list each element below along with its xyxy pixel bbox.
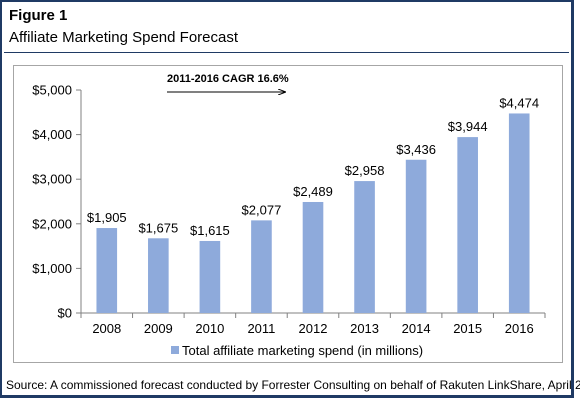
x-tick-label: 2011	[247, 321, 275, 336]
x-tick-label: 2015	[453, 321, 482, 336]
data-label: $3,944	[448, 119, 488, 134]
x-tick-label: 2013	[350, 321, 379, 336]
bar-chart: $0 $1,000 $2,000 $3,000 $4,000 $5,000 2008 2009…	[32, 73, 546, 358]
data-label: $2,077	[242, 202, 282, 217]
y-tick-label: $5,000	[32, 83, 72, 98]
x-tick-label: 2008	[92, 321, 121, 336]
legend-swatch	[171, 346, 179, 354]
x-tick-label: 2012	[299, 321, 328, 336]
y-tick-label: $4,000	[32, 127, 72, 142]
title-divider	[4, 52, 569, 53]
bar-2012	[302, 201, 324, 313]
data-label: $4,474	[499, 95, 539, 110]
figure-label: Figure 1	[9, 7, 68, 24]
figure-title: Affiliate Marketing Spend Forecast	[9, 29, 239, 46]
data-label: $2,489	[293, 184, 333, 199]
cagr-annotation: 2011-2016 CAGR 16.6%	[167, 73, 289, 85]
x-tick-label: 2010	[195, 321, 224, 336]
source-note: Source: A commissioned forecast conducte…	[6, 378, 580, 392]
y-tick-label: $2,000	[32, 216, 72, 231]
bar-2014	[405, 159, 427, 313]
data-label: $1,675	[138, 220, 178, 235]
bar-2009	[148, 238, 169, 313]
bar-2011	[251, 220, 272, 313]
data-label: $3,436	[396, 142, 436, 157]
y-tick-label: $1,000	[32, 261, 72, 276]
data-label: $1,905	[87, 210, 127, 225]
y-tick-label: $3,000	[32, 172, 72, 187]
data-label: $1,615	[190, 223, 230, 238]
legend-label: Total affiliate marketing spend (in mill…	[182, 343, 423, 358]
bar-2015	[457, 137, 478, 313]
chart-area: $0 $1,000 $2,000 $3,000 $4,000 $5,000 2008 2009…	[13, 65, 563, 363]
x-tick-label: 2014	[402, 321, 431, 336]
y-tick-label: $0	[58, 306, 72, 321]
bar-2010	[199, 240, 221, 313]
x-tick-label: 2016	[505, 321, 534, 336]
x-tick-label: 2009	[144, 321, 173, 336]
bar-2008	[96, 228, 118, 313]
bar-2016	[508, 113, 530, 313]
bar-2013	[354, 181, 375, 313]
data-label: $2,958	[345, 163, 385, 178]
